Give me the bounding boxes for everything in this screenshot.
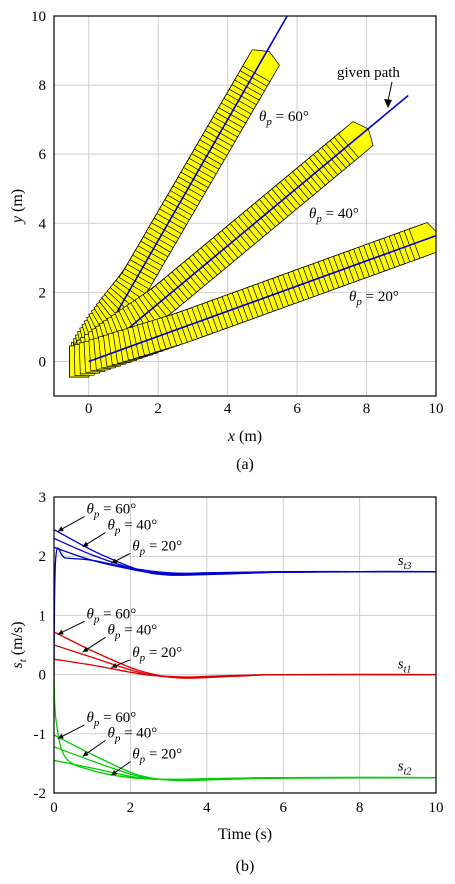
theta-pointer-head — [82, 646, 89, 653]
theta-label: θp = 40° — [107, 518, 157, 537]
series-line-st2-theta60 — [54, 734, 436, 782]
curve-label-t3: st3 — [398, 553, 412, 572]
theta-label-40: θp = 40° — [309, 206, 359, 225]
theta-label: θp = 20° — [132, 538, 182, 557]
theta-label: θp = 60° — [86, 606, 136, 625]
theta-pointer-head — [57, 629, 64, 635]
series-line-st3-theta60 — [54, 529, 436, 576]
y-tick-label: 8 — [39, 78, 47, 94]
plot-area-a — [69, 16, 436, 378]
y-axis-label-b: st (m/s) — [9, 621, 29, 668]
x-tick-label: 8 — [363, 401, 371, 417]
vehicle-arrow — [242, 49, 280, 83]
x-axis-label-a: x (m) — [227, 428, 262, 445]
x-tick-label: 4 — [203, 800, 211, 816]
x-tick-label: 10 — [429, 401, 444, 417]
y-tick-label: 0 — [39, 668, 47, 684]
theta-pointer-head — [82, 751, 89, 757]
given-path-line — [88, 16, 289, 362]
y-tick-label: -2 — [34, 786, 47, 802]
x-tick-label: 4 — [224, 401, 232, 417]
theta-label: θp = 20° — [132, 645, 182, 664]
panel-b: 0 2 4 6 8 10 -2 -1 0 1 2 3 Time (s) st (m/s) st3 st1 st2… — [9, 490, 444, 875]
y-tick-label: 10 — [31, 9, 46, 25]
given-path-pointer-head — [384, 99, 392, 108]
series-line-st1-theta60 — [54, 631, 436, 679]
curve-label-t1: st1 — [398, 657, 412, 676]
y-tick-label: 3 — [39, 490, 47, 506]
given-path-line — [88, 94, 409, 363]
theta-label: θp = 40° — [107, 622, 157, 641]
theta-label-60: θp = 60° — [259, 109, 309, 128]
given-path-line — [88, 234, 436, 363]
x-tick-label: 6 — [293, 401, 301, 417]
theta-label: θp = 20° — [132, 747, 182, 766]
x-tick-label: 0 — [85, 401, 93, 417]
x-tick-label: 8 — [356, 800, 364, 816]
y-tick-label: 4 — [39, 216, 47, 232]
series-line-st2-theta0 — [54, 674, 436, 781]
series-line-st1-theta40 — [54, 644, 436, 679]
theta-pointer-head — [111, 663, 118, 668]
y-tick-label: 1 — [39, 608, 47, 624]
axes-frame-b — [53, 496, 437, 794]
x-tick-label: 6 — [279, 800, 287, 816]
x-tick-label: 2 — [154, 401, 162, 417]
series-line-st3-theta0 — [54, 547, 436, 675]
y-tick-label: 2 — [39, 285, 47, 301]
theta-pointer-head — [111, 769, 118, 776]
theta-label: θp = 40° — [107, 725, 157, 744]
y-axis-label-a: y (m) — [9, 189, 26, 225]
panel-a: 0 2 4 6 8 10 0 2 4 6 8 10 x (m) y (m) θp = 60° θp = 40°… — [9, 9, 444, 473]
theta-label-20: θp = 20° — [349, 289, 399, 308]
curve-label-t2: st2 — [398, 759, 412, 778]
series-line-st1-theta20 — [54, 658, 436, 678]
x-tick-label: 0 — [50, 800, 58, 816]
theta-pointer-head — [57, 733, 64, 739]
panel-label-a: (a) — [236, 456, 254, 473]
x-tick-label: 2 — [127, 800, 135, 816]
y-tick-label: 6 — [39, 147, 47, 163]
given-path-label: given path — [337, 65, 400, 81]
theta-pointer-head — [111, 558, 118, 564]
y-tick-label: 2 — [39, 549, 47, 565]
y-tick-label: -1 — [34, 727, 47, 743]
theta-pointer-head — [82, 541, 89, 547]
axes-frame-a — [53, 15, 437, 397]
x-axis-label-b: Time (s) — [218, 826, 272, 843]
plot-area-b — [54, 529, 436, 782]
given-path-pointer — [387, 81, 393, 102]
theta-pointer-head — [57, 526, 64, 532]
theta-label: θp = 60° — [86, 710, 136, 729]
panel-label-b: (b) — [236, 858, 255, 875]
series-line-st3-theta20 — [54, 546, 436, 575]
x-tick-label: 10 — [429, 800, 444, 816]
theta-label: θp = 60° — [86, 502, 136, 521]
y-tick-label: 0 — [39, 354, 47, 370]
